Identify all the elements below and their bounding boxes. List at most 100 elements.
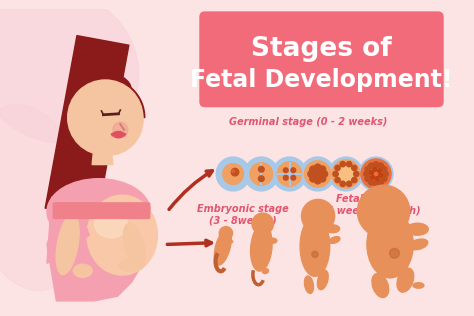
Text: Stages of: Stages of [251,36,392,62]
Ellipse shape [73,264,92,277]
Circle shape [368,179,374,185]
Circle shape [365,176,371,181]
Ellipse shape [329,237,340,243]
Circle shape [375,177,379,180]
Circle shape [361,159,391,189]
Circle shape [232,170,235,173]
Circle shape [329,157,363,191]
Circle shape [312,251,318,258]
Circle shape [335,165,340,171]
Circle shape [319,175,326,182]
Circle shape [357,185,410,238]
Ellipse shape [304,276,313,293]
Circle shape [378,169,382,173]
Circle shape [333,171,338,177]
Ellipse shape [318,270,328,290]
Ellipse shape [47,179,150,245]
Ellipse shape [300,216,330,276]
Polygon shape [47,207,150,301]
Ellipse shape [124,223,146,269]
Circle shape [346,161,352,167]
Text: Germinal stage (0 - 2 weeks): Germinal stage (0 - 2 weeks) [229,117,388,127]
Circle shape [371,175,374,179]
Circle shape [373,162,379,167]
Ellipse shape [0,104,86,291]
Circle shape [390,248,400,258]
Circle shape [340,181,346,186]
Circle shape [370,171,374,174]
Circle shape [346,181,352,186]
Circle shape [223,164,244,184]
Circle shape [319,166,326,173]
Ellipse shape [397,268,414,292]
Circle shape [340,161,346,167]
Circle shape [359,157,393,191]
Circle shape [314,164,321,171]
Ellipse shape [87,195,157,275]
Circle shape [305,161,331,187]
Circle shape [250,163,273,185]
Circle shape [273,157,307,191]
Ellipse shape [268,238,277,243]
Ellipse shape [409,239,428,250]
Ellipse shape [214,229,231,265]
Ellipse shape [114,133,123,138]
Text: Embryonic stage
(3 - 8weeks): Embryonic stage (3 - 8weeks) [197,204,288,225]
Ellipse shape [407,223,428,235]
Circle shape [301,157,335,191]
Circle shape [283,168,288,173]
Circle shape [216,157,250,191]
Circle shape [368,163,374,169]
Ellipse shape [367,211,413,278]
Circle shape [382,167,387,172]
Ellipse shape [0,0,139,143]
Circle shape [219,227,233,240]
Circle shape [354,171,359,177]
Ellipse shape [251,224,272,271]
Polygon shape [92,146,113,165]
Polygon shape [47,198,89,263]
Circle shape [291,168,296,173]
Ellipse shape [228,240,233,243]
Circle shape [258,167,264,172]
Circle shape [308,171,314,177]
Circle shape [382,176,387,181]
Circle shape [113,122,128,137]
Circle shape [352,165,357,171]
Circle shape [365,167,371,172]
Circle shape [332,160,360,188]
Ellipse shape [80,73,131,106]
Ellipse shape [372,273,389,297]
Wedge shape [66,78,145,118]
Circle shape [364,171,369,177]
Circle shape [301,199,335,233]
Ellipse shape [263,269,269,274]
Circle shape [379,173,383,177]
Circle shape [231,168,239,176]
Circle shape [321,171,328,177]
FancyBboxPatch shape [199,11,444,107]
Circle shape [277,162,302,186]
Circle shape [378,179,383,185]
Circle shape [352,177,357,183]
Text: Fetal stage
( 16 weeks to birth): Fetal stage ( 16 weeks to birth) [312,194,421,216]
Ellipse shape [119,259,140,271]
Circle shape [314,177,321,184]
Circle shape [383,171,388,177]
Circle shape [373,167,377,171]
Circle shape [68,80,143,155]
Circle shape [378,163,383,169]
FancyBboxPatch shape [53,202,150,219]
Text: Fetal Development!: Fetal Development! [190,68,453,92]
Circle shape [310,175,316,182]
Circle shape [373,180,379,186]
Circle shape [245,157,278,191]
Polygon shape [66,118,89,169]
Circle shape [314,171,321,177]
Circle shape [310,166,316,173]
Ellipse shape [326,225,339,233]
Circle shape [252,213,273,234]
Circle shape [73,86,143,155]
FancyArrowPatch shape [45,36,129,218]
Ellipse shape [94,210,128,238]
